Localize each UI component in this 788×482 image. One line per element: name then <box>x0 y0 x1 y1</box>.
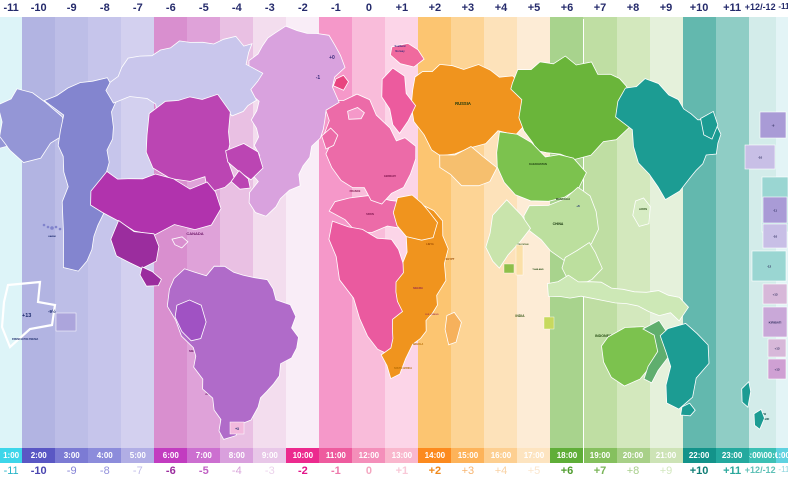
svg-text:EGYPT: EGYPT <box>446 257 455 261</box>
svg-text:RUSSIA: RUSSIA <box>455 101 471 106</box>
svg-text:KIRIBATI: KIRIBATI <box>769 321 782 325</box>
svg-text:+0: +0 <box>329 55 335 61</box>
svg-text:ANGOLA: ANGOLA <box>413 343 424 346</box>
svg-text:SPAIN: SPAIN <box>366 212 374 216</box>
svg-text:NIGERIA: NIGERIA <box>413 287 423 290</box>
svg-text:SOUTH AFRICA: SOUTH AFRICA <box>394 367 412 370</box>
svg-text:-11: -11 <box>773 209 778 213</box>
svg-text:-10: -10 <box>773 235 778 239</box>
svg-text:-10: -10 <box>758 156 763 160</box>
svg-text:+6: +6 <box>576 204 580 208</box>
svg-text:LIBYA: LIBYA <box>426 242 434 246</box>
svg-text:THAILAND: THAILAND <box>532 268 544 271</box>
svg-text:-9½: -9½ <box>48 308 56 314</box>
svg-text:CANADA: CANADA <box>186 231 203 236</box>
svg-text:+13: +13 <box>774 368 779 372</box>
svg-text:Svalbard: Svalbard <box>395 44 406 48</box>
svg-text:D.R. CONGO: D.R. CONGO <box>425 314 439 316</box>
svg-text:Norway: Norway <box>395 49 405 53</box>
svg-text:CHINA: CHINA <box>553 222 564 226</box>
svg-text:+3: +3 <box>235 427 239 431</box>
svg-text:+13: +13 <box>774 347 779 351</box>
svg-text:MONGOLIA: MONGOLIA <box>556 197 570 201</box>
svg-text:HAWAII: HAWAII <box>48 235 56 238</box>
svg-text:-9: -9 <box>772 124 775 128</box>
svg-text:FRENCH POLYNESIA: FRENCH POLYNESIA <box>12 337 38 341</box>
svg-text:-1: -1 <box>316 75 321 81</box>
svg-text:GERMANY: GERMANY <box>384 175 397 178</box>
svg-text:JAPAN: JAPAN <box>639 208 647 211</box>
svg-text:FRANCE: FRANCE <box>350 189 361 193</box>
svg-text:KAZAKHSTAN: KAZAKHSTAN <box>529 162 547 166</box>
svg-text:-12: -12 <box>767 265 772 269</box>
svg-text:+13: +13 <box>22 313 31 319</box>
svg-text:INDIA: INDIA <box>515 314 525 318</box>
svg-text:+13: +13 <box>772 293 777 297</box>
